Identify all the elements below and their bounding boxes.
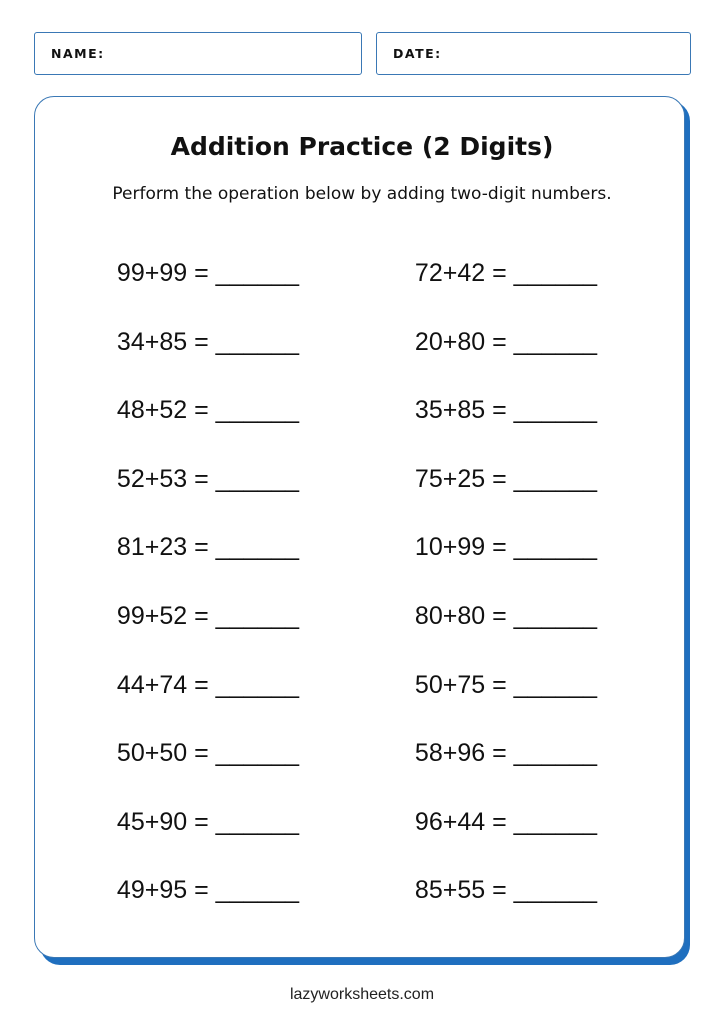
problem-right-2[interactable]: 20+80 = ______ [414,328,598,356]
footer-site: lazyworksheets.com [289,986,435,1003]
problem-right-7[interactable]: 50+75 = ______ [414,671,598,699]
page-title: Addition Practice (2 Digits) [170,132,554,161]
instructions: Perform the operation below by adding tw… [112,184,612,204]
problem-left-8[interactable]: 50+50 = ______ [116,739,300,767]
date-field[interactable]: DATE: [376,32,691,75]
problem-right-5[interactable]: 10+99 = ______ [414,533,598,561]
problem-right-9[interactable]: 96+44 = ______ [414,808,598,836]
problem-right-8[interactable]: 58+96 = ______ [414,739,598,767]
problem-left-5[interactable]: 81+23 = ______ [116,533,300,561]
problem-left-6[interactable]: 99+52 = ______ [116,602,300,630]
problem-right-4[interactable]: 75+25 = ______ [414,465,598,493]
problem-left-10[interactable]: 49+95 = ______ [116,876,300,904]
problem-left-7[interactable]: 44+74 = ______ [116,671,300,699]
problem-right-10[interactable]: 85+55 = ______ [414,876,598,904]
date-label: DATE: [393,46,442,61]
problem-left-4[interactable]: 52+53 = ______ [116,465,300,493]
problem-left-2[interactable]: 34+85 = ______ [116,328,300,356]
problem-right-1[interactable]: 72+42 = ______ [414,259,598,287]
problem-left-1[interactable]: 99+99 = ______ [116,259,300,287]
name-field[interactable]: NAME: [34,32,362,75]
problem-right-3[interactable]: 35+85 = ______ [414,396,598,424]
problem-left-3[interactable]: 48+52 = ______ [116,396,300,424]
name-label: NAME: [51,46,105,61]
problem-right-6[interactable]: 80+80 = ______ [414,602,598,630]
problem-left-9[interactable]: 45+90 = ______ [116,808,300,836]
worksheet-card [34,96,685,958]
